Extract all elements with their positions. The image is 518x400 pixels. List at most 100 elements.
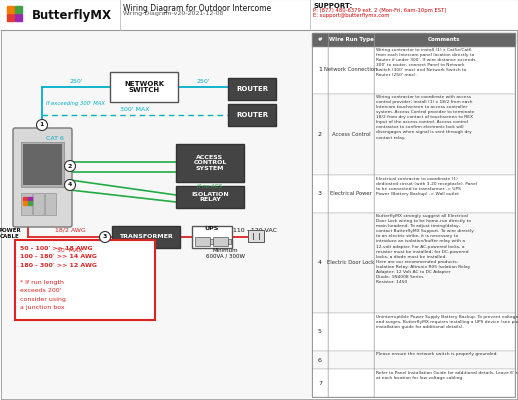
Bar [311,31,516,398]
Text: NETWORK
SWITCH: NETWORK SWITCH [124,80,164,94]
Bar [248,230,264,242]
Bar [176,186,244,208]
Text: If exceeding 300' MAX: If exceeding 300' MAX [46,101,105,106]
Bar [110,72,178,102]
Text: E: support@butterflymx.com: E: support@butterflymx.com [313,13,390,18]
Text: 2: 2 [68,164,72,168]
Bar [23,197,27,201]
Bar [312,351,515,370]
Bar [210,239,213,244]
Circle shape [65,160,76,172]
Text: UPS: UPS [205,226,219,231]
Bar [28,201,32,205]
Bar [112,226,180,248]
Bar [7,6,14,13]
Text: 50 - 100' >> 18 AWG: 50 - 100' >> 18 AWG [20,246,93,251]
Text: Access Control: Access Control [332,132,370,137]
Bar [312,94,515,175]
Text: 5: 5 [318,329,322,334]
Text: 6: 6 [318,358,322,362]
Bar [23,201,27,205]
Bar [228,104,276,126]
Bar [312,33,515,397]
Text: Wiring Diagram for Outdoor Intercome: Wiring Diagram for Outdoor Intercome [123,4,271,13]
Text: Please ensure the network switch is properly grounded.: Please ensure the network switch is prop… [376,352,498,356]
Bar [15,6,22,13]
Text: Uninterruptible Power Supply Battery Backup. To prevent voltage drops
and surges: Uninterruptible Power Supply Battery Bac… [376,314,518,329]
Text: 3: 3 [318,192,322,196]
Bar [192,226,232,248]
Text: CAT 6: CAT 6 [46,136,64,141]
Text: 4: 4 [68,182,72,188]
Text: 2: 2 [318,132,322,137]
Text: Electrical contractor to coordinate (1)
dedicated circuit (with 3-20 receptacle): Electrical contractor to coordinate (1) … [376,177,477,196]
Text: Wiring-Diagram-v20-2021-12-08: Wiring-Diagram-v20-2021-12-08 [123,11,224,16]
Text: Wire Run Type: Wire Run Type [328,37,373,42]
Text: Comments: Comments [428,37,461,42]
Text: Wiring contractor to coordinate with access
control provider; install (1) x 18/2: Wiring contractor to coordinate with acc… [376,95,474,140]
Bar [7,14,14,21]
Text: 110 - 120 VAC: 110 - 120 VAC [233,228,277,233]
Bar [15,240,155,320]
Text: If no ACS: If no ACS [197,184,223,189]
Bar [33,193,44,215]
Text: ROUTER: ROUTER [236,112,268,118]
Text: a junction box: a junction box [20,306,65,310]
Text: 18/2 AWG: 18/2 AWG [54,228,85,233]
Bar [228,239,231,244]
Bar [213,237,228,246]
Text: P: (877) 480-6379 ext. 2 (Mon-Fri, 6am-10pm EST): P: (877) 480-6379 ext. 2 (Mon-Fri, 6am-1… [313,8,447,13]
Text: 300' MAX: 300' MAX [120,107,150,112]
Text: * If run length: * If run length [20,280,64,285]
Text: 3: 3 [103,234,107,240]
Bar [312,370,515,397]
Text: ISOLATION
RELAY: ISOLATION RELAY [191,192,229,202]
Bar [176,144,244,182]
Text: ButterflyMX: ButterflyMX [32,10,112,22]
Bar [21,142,64,187]
Text: Minimum
600VA / 300W: Minimum 600VA / 300W [206,248,244,259]
Text: 50' MAX: 50' MAX [57,248,83,253]
Text: #: # [318,37,322,42]
Text: ACCESS
CONTROL
SYSTEM: ACCESS CONTROL SYSTEM [193,155,227,171]
Text: TRANSFORMER: TRANSFORMER [119,234,173,240]
Text: 180 - 300' >> 12 AWG: 180 - 300' >> 12 AWG [20,263,97,268]
Text: 1: 1 [40,122,44,128]
Bar [2,31,310,398]
Bar [312,46,515,94]
Text: SUPPORT:: SUPPORT: [313,3,352,9]
Bar [45,193,56,215]
Text: Refer to Panel Installation Guide for additional details. Leave 6' service loop
: Refer to Panel Installation Guide for ad… [376,371,518,380]
Text: Electrical Power: Electrical Power [330,192,372,196]
Text: 4: 4 [318,260,322,265]
Text: POWER
CABLE: POWER CABLE [0,228,21,239]
Bar [21,193,32,215]
Text: consider using: consider using [20,297,66,302]
Text: 250': 250' [69,79,83,84]
Text: Electric Door Lock: Electric Door Lock [327,260,375,265]
Bar [15,14,22,21]
Circle shape [65,180,76,190]
FancyBboxPatch shape [13,128,72,227]
Circle shape [36,120,48,130]
Text: ROUTER: ROUTER [236,86,268,92]
Bar [312,213,515,313]
Bar [228,78,276,100]
Bar [312,313,515,351]
Circle shape [99,232,110,242]
Text: 100 - 180' >> 14 AWG: 100 - 180' >> 14 AWG [20,254,97,260]
Text: 250': 250' [196,79,210,84]
Text: 1: 1 [318,67,322,72]
Text: Network Connection: Network Connection [324,67,378,72]
Text: 7: 7 [318,381,322,386]
Text: exceeds 200': exceeds 200' [20,288,62,294]
Bar [1,1,517,30]
Text: ButterflyMX strongly suggest all Electrical
Door Lock wiring to be home-run dire: ButterflyMX strongly suggest all Electri… [376,214,474,284]
Bar [312,33,515,46]
Bar [23,144,62,185]
Text: Wiring contractor to install (1) x Cat5e/Cat6
from each Intercom panel location : Wiring contractor to install (1) x Cat5e… [376,48,476,77]
Bar [195,237,210,246]
Bar [312,175,515,213]
Bar [28,197,32,201]
